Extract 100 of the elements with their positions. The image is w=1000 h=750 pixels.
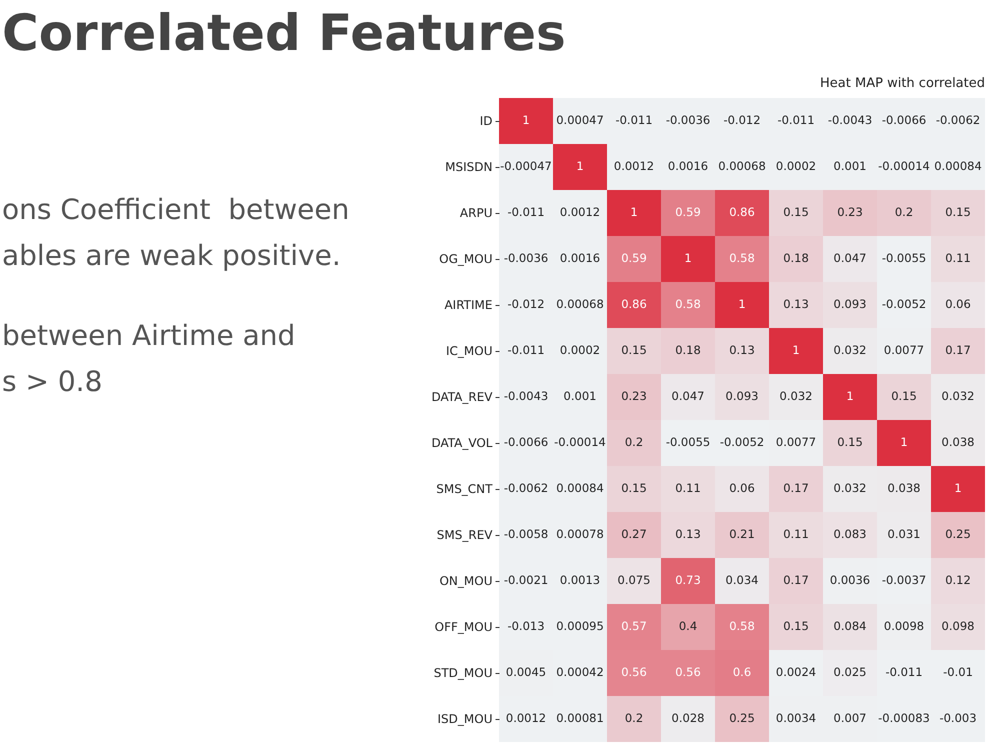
data-label: -0.0062 <box>504 481 548 495</box>
data-label: -0.0036 <box>666 113 710 127</box>
data-label: 0.0045 <box>506 665 546 679</box>
data-label: -0.00047 <box>500 159 552 173</box>
data-label: 0.2 <box>624 711 644 725</box>
data-label: -0.011 <box>615 113 653 127</box>
data-label: 0.00047 <box>556 113 604 127</box>
data-label: 1 <box>630 205 638 219</box>
data-label: 0.11 <box>783 527 809 541</box>
data-label: 0.093 <box>726 389 758 403</box>
data-label: -0.0043 <box>828 113 872 127</box>
data-label: -0.00014 <box>878 159 930 173</box>
data-label: 0.093 <box>834 297 866 311</box>
data-label: -0.0052 <box>720 435 764 449</box>
y-tick-label: OFF_MOU <box>434 620 492 634</box>
data-label: -0.011 <box>507 343 545 357</box>
data-label: 0.00084 <box>556 481 604 495</box>
data-label: 0.034 <box>726 573 758 587</box>
y-tick-label: STD_MOU <box>434 666 492 680</box>
data-label: -0.0062 <box>936 113 980 127</box>
data-label: -0.012 <box>507 297 545 311</box>
data-label: -0.003 <box>939 711 977 725</box>
y-tick-label: ID <box>480 114 492 128</box>
data-label: 0.0016 <box>668 159 708 173</box>
data-label: 0.15 <box>891 389 917 403</box>
text: ons Coefficient between <box>2 193 350 226</box>
data-label: 0.56 <box>621 665 647 679</box>
data-label: 1 <box>522 113 530 127</box>
data-label: -0.00014 <box>554 435 606 449</box>
data-label: 0.007 <box>834 711 866 725</box>
data-label: -0.01 <box>943 665 973 679</box>
data-label: 0.025 <box>834 665 866 679</box>
data-label: 0.13 <box>675 527 701 541</box>
data-label: 0.047 <box>672 389 704 403</box>
data-label: -0.0058 <box>504 527 548 541</box>
data-label: 1 <box>684 251 692 265</box>
data-label: 0.00078 <box>556 527 604 541</box>
data-label: 0.58 <box>729 251 755 265</box>
y-tick-label: DATA_VOL <box>431 436 493 450</box>
data-label: 0.06 <box>945 297 971 311</box>
data-label: 0.028 <box>672 711 704 725</box>
data-label: -0.0052 <box>882 297 926 311</box>
data-label: 0.56 <box>675 665 701 679</box>
data-label: 0.06 <box>729 481 755 495</box>
y-tick-label: MSISDN <box>445 160 492 174</box>
data-label: -0.011 <box>885 665 923 679</box>
data-label: -0.0055 <box>666 435 710 449</box>
data-label: -0.013 <box>507 619 545 633</box>
data-label: 0.047 <box>834 251 866 265</box>
text: ables are weak positive. <box>2 239 341 272</box>
data-label: 1 <box>576 159 584 173</box>
data-label: 0.15 <box>621 481 647 495</box>
data-label: 0.18 <box>675 343 701 357</box>
data-label: 0.12 <box>945 573 971 587</box>
text: between Airtime and <box>2 319 296 352</box>
data-label: 0.0077 <box>776 435 816 449</box>
data-label: 1 <box>900 435 908 449</box>
data-label: 0.0034 <box>776 711 816 725</box>
data-label: 0.00068 <box>718 159 766 173</box>
y-tick-label: ARPU <box>460 206 492 220</box>
data-label: 0.86 <box>621 297 647 311</box>
data-label: 0.17 <box>783 573 809 587</box>
data-label: 0.57 <box>621 619 647 633</box>
y-tick-label: DATA_REV <box>431 390 494 404</box>
data-label: 0.00042 <box>556 665 604 679</box>
data-label: 0.00068 <box>556 297 604 311</box>
data-label: 0.032 <box>834 481 866 495</box>
data-label: 0.15 <box>837 435 863 449</box>
data-label: 0.59 <box>621 251 647 265</box>
data-label: 1 <box>738 297 746 311</box>
data-label: 0.18 <box>783 251 809 265</box>
y-tick-label: ISD_MOU <box>438 712 492 726</box>
data-label: 0.031 <box>888 527 920 541</box>
y-tick-label: IC_MOU <box>446 344 492 358</box>
chart-title: Correlated Features <box>2 3 566 64</box>
data-label: 0.58 <box>729 619 755 633</box>
data-label: -0.012 <box>723 113 761 127</box>
data-label: 0.15 <box>783 619 809 633</box>
data-label: -0.0055 <box>882 251 926 265</box>
data-label: 0.15 <box>945 205 971 219</box>
data-label: 0.0024 <box>776 665 816 679</box>
data-label: 0.075 <box>618 573 650 587</box>
data-label: -0.011 <box>777 113 815 127</box>
data-label: 0.032 <box>942 389 974 403</box>
data-label: 0.038 <box>942 435 974 449</box>
data-label: 0.86 <box>729 205 755 219</box>
data-label: -0.011 <box>507 205 545 219</box>
data-label: 1 <box>792 343 800 357</box>
data-label: 0.2 <box>894 205 914 219</box>
y-tick-label: OG_MOU <box>439 252 492 266</box>
data-label: 0.0077 <box>884 343 924 357</box>
data-label: 0.27 <box>621 527 647 541</box>
data-label: 0.0016 <box>560 251 600 265</box>
data-label: 0.4 <box>678 619 698 633</box>
data-label: -0.0066 <box>882 113 926 127</box>
data-label: 0.00084 <box>934 159 982 173</box>
data-label: -0.0043 <box>504 389 548 403</box>
data-label: 0.13 <box>783 297 809 311</box>
data-label: 0.0012 <box>560 205 600 219</box>
data-label: 0.17 <box>783 481 809 495</box>
